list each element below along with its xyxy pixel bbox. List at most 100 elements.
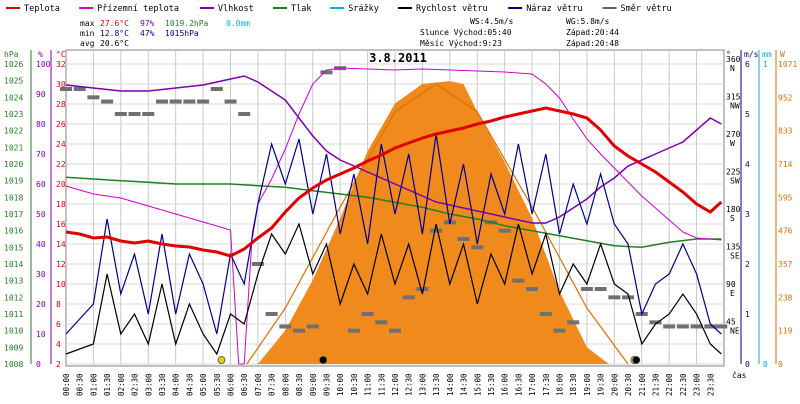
wind-direction-mark: [87, 95, 100, 100]
tick-label-x: 22:00: [665, 373, 674, 396]
tick-label-mm: 1: [763, 60, 768, 69]
wind-direction-mark: [197, 99, 210, 104]
tick-label-w: 1071: [778, 60, 797, 69]
tick-label-pct: 40: [36, 240, 46, 249]
tick-label-dir-compass: NW: [730, 102, 740, 111]
tick-label-dir: 360: [726, 55, 741, 64]
legend-label: Vlhkost: [218, 4, 254, 14]
solar-radiation-area: [257, 81, 609, 364]
tick-label-x: 06:00: [227, 373, 236, 396]
wind-direction-mark: [553, 328, 566, 333]
legend-label: Teplota: [24, 4, 60, 14]
tick-label-x: 18:30: [569, 373, 578, 396]
tick-label-hpa: 1014: [4, 260, 23, 269]
tick-label-x: 20:00: [610, 373, 619, 396]
wind-direction-mark: [155, 99, 168, 104]
tick-label-x: 07:00: [254, 373, 263, 396]
series-temperature: [65, 106, 723, 258]
tick-label-c: 14: [56, 240, 66, 249]
unit-c: °C: [56, 50, 66, 59]
tick-label-dir-compass: S: [730, 214, 735, 223]
tick-label-c: 4: [56, 340, 61, 349]
tick-label-w: 357: [778, 260, 793, 269]
tick-label-x: 23:30: [706, 373, 715, 396]
tick-label-x: 11:30: [377, 373, 386, 396]
unit-pct: %: [38, 50, 43, 59]
tick-label-x: 13:00: [418, 373, 427, 396]
tick-label-x: 12:30: [405, 373, 414, 396]
tick-label-x: 08:00: [281, 373, 290, 396]
tick-label-c: 10: [56, 280, 66, 289]
wind-direction-mark: [608, 295, 621, 300]
tick-label-c: 30: [56, 80, 66, 89]
stat-min-press: 1015hPa: [165, 29, 199, 38]
wind-direction-mark: [210, 87, 223, 91]
tick-label-hpa: 1017: [4, 210, 23, 219]
tick-label-ms: 6: [745, 60, 750, 69]
series-layer: [60, 66, 728, 365]
tick-label-hpa: 1008: [4, 360, 23, 369]
tick-label-x: 21:00: [638, 373, 647, 396]
tick-label-x: 10:30: [350, 373, 359, 396]
tick-label-hpa: 1025: [4, 77, 23, 86]
tick-label-pct: 100: [36, 60, 51, 69]
tick-label-x: 01:00: [89, 373, 98, 396]
legend-label: Srážky: [348, 4, 379, 14]
wind-direction-mark: [238, 112, 251, 116]
wind-direction-mark: [676, 324, 689, 329]
wind-direction-mark: [498, 228, 511, 233]
wind-direction-mark: [622, 295, 635, 300]
tick-label-x: 15:00: [473, 373, 482, 396]
tick-label-x: 00:00: [62, 373, 71, 396]
tick-label-x: 21:30: [651, 373, 660, 396]
tick-label-x: 04:30: [185, 373, 194, 396]
tick-label-dir: 135: [726, 243, 741, 252]
tick-label-dir-compass: SW: [730, 177, 740, 186]
tick-label-w: 119: [778, 327, 793, 336]
stat-max-rain: 0.0mm: [226, 19, 250, 28]
wind-direction-mark: [60, 87, 72, 91]
wind-direction-mark: [279, 324, 292, 329]
wind-direction-mark: [375, 320, 388, 325]
stat-max-hum: 97%: [140, 19, 155, 28]
tick-label-dir: 225: [726, 168, 741, 177]
axis-units: hPa % °C ° m/s mm W čas: [4, 50, 785, 380]
tick-label-x: 01:30: [103, 373, 112, 396]
tick-label-c: 16: [56, 220, 66, 229]
unit-hpa: hPa: [4, 50, 19, 59]
tick-label-hpa: 1019: [4, 177, 23, 186]
wind-direction-mark: [306, 324, 319, 329]
tick-label-dir: 90: [726, 280, 736, 289]
info-ws: WS:4.5m/s: [470, 17, 514, 26]
tick-label-hpa: 1020: [4, 160, 23, 169]
wind-direction-mark: [690, 324, 703, 329]
wind-direction-mark: [169, 99, 182, 104]
tick-label-c: 24: [56, 140, 66, 149]
tick-label-x: 13:30: [432, 373, 441, 396]
tick-label-dir: 270: [726, 130, 741, 139]
tick-label-x: 06:30: [240, 373, 249, 396]
tick-label-hpa: 1023: [4, 110, 23, 119]
tick-label-hpa: 1016: [4, 227, 23, 236]
tick-label-x: 17:30: [542, 373, 551, 396]
stat-min-hum: 47%: [140, 29, 155, 38]
moonset-marker: [632, 356, 641, 364]
wind-direction-mark: [416, 287, 429, 291]
stat-min-temp: 12.8°C: [100, 29, 129, 38]
tick-label-w: 714: [778, 160, 793, 169]
stat-avg-temp: 20.6°C: [100, 39, 129, 48]
wind-direction-mark: [526, 287, 539, 291]
tick-label-w: 833: [778, 127, 793, 136]
tick-label-dir-compass: E: [730, 289, 735, 298]
info-sun: Slunce Východ:05:40: [420, 28, 512, 37]
series-ground-temperature: [65, 67, 722, 365]
info-moon-set: Západ:20:48: [566, 39, 619, 48]
tick-label-x: 02:30: [131, 373, 140, 396]
wind-direction-mark: [361, 312, 374, 316]
info-sun-set: Západ:20:44: [566, 28, 619, 37]
tick-label-x: 16:00: [501, 373, 510, 396]
tick-label-ms: 5: [745, 110, 750, 119]
axes-layer: 1026102510241023102210211020101910181017…: [4, 50, 797, 396]
wind-direction-mark: [114, 112, 127, 116]
